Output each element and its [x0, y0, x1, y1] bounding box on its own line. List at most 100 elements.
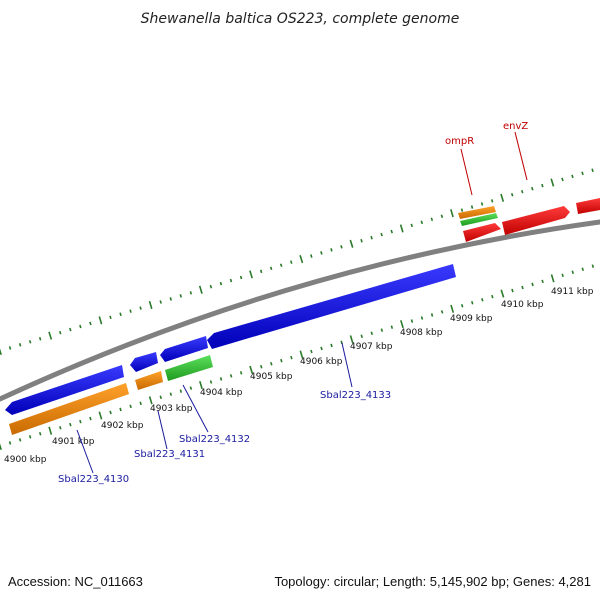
gene-arrow-Sbal223_4131-orange[interactable]	[135, 371, 163, 390]
major-tick	[450, 304, 455, 313]
minor-tick	[8, 346, 12, 350]
minor-tick	[169, 392, 173, 396]
gene-arrow-Sbal223_4133[interactable]	[207, 264, 456, 349]
gene-arrow-next[interactable]	[576, 198, 600, 214]
minor-tick	[440, 310, 444, 314]
minor-tick	[420, 220, 424, 225]
minor-tick	[79, 419, 82, 424]
minor-tick	[490, 199, 494, 203]
gene-label-ompR[interactable]: ompR	[445, 136, 474, 147]
leader-line	[76, 429, 94, 474]
minor-tick	[430, 217, 434, 222]
minor-tick	[591, 264, 595, 268]
reverse-track	[5, 264, 456, 435]
gene-arrow-Sbal223_4132-green[interactable]	[165, 355, 213, 381]
ruler-label: 4908 kbp	[400, 328, 443, 338]
minor-tick	[28, 340, 32, 344]
minor-tick	[370, 331, 373, 336]
minor-tick	[59, 330, 62, 335]
minor-tick	[420, 316, 424, 320]
minor-tick	[290, 260, 293, 264]
minor-tick	[320, 251, 323, 255]
ruler-labels: 4900 kbp 4901 kbp 4902 kbp 4903 kbp 4904…	[4, 287, 594, 465]
minor-tick	[229, 374, 233, 378]
major-tick	[349, 335, 354, 344]
ruler-label: 4900 kbp	[4, 455, 47, 465]
gene-arrow-Sbal223_4130-orange[interactable]	[9, 383, 129, 435]
gene-arrow-ompR[interactable]	[463, 223, 501, 242]
minor-tick	[370, 235, 373, 240]
minor-tick	[179, 294, 182, 298]
ruler-label: 4907 kbp	[350, 342, 393, 352]
minor-tick	[290, 355, 293, 360]
gene-arrow-envZ[interactable]	[502, 206, 570, 235]
minor-tick	[380, 232, 383, 237]
ruler-label: 4901 kbp	[52, 437, 95, 447]
major-tick	[148, 396, 153, 405]
major-tick	[349, 239, 354, 248]
gene-arrow-Sbal223_4131-blue[interactable]	[130, 352, 158, 372]
minor-tick	[410, 223, 413, 228]
minor-tick	[69, 327, 72, 332]
gene-label-Sbal223_4130[interactable]: Sbal223_4130	[58, 474, 129, 485]
minor-tick	[531, 186, 534, 191]
minor-tick	[109, 315, 112, 320]
minor-tick	[8, 441, 12, 445]
minor-tick	[470, 205, 474, 209]
minor-tick	[18, 438, 22, 442]
minor-tick	[269, 266, 273, 271]
minor-tick	[591, 168, 594, 173]
minor-tick	[280, 358, 283, 363]
gene-label-Sbal223_4132[interactable]: Sbal223_4132	[179, 434, 250, 445]
gene-arrow-ompR-green[interactable]	[460, 213, 498, 226]
minor-tick	[259, 269, 263, 274]
minor-tick	[229, 278, 233, 283]
major-tick	[249, 365, 254, 374]
minor-tick	[410, 319, 414, 323]
lower-tick-track	[0, 264, 595, 451]
accession-text: Accession: NC_011663	[8, 574, 143, 589]
minor-tick	[219, 281, 223, 286]
minor-tick	[330, 248, 333, 252]
minor-tick	[360, 334, 363, 339]
major-tick	[550, 178, 555, 187]
minor-tick	[209, 380, 213, 384]
leader-line	[460, 148, 473, 196]
ruler-label: 4904 kbp	[200, 388, 243, 398]
gene-arrow-Sbal223_4132-blue[interactable]	[160, 336, 208, 362]
minor-tick	[561, 177, 564, 182]
minor-tick	[79, 324, 82, 329]
ruler-label: 4909 kbp	[450, 314, 493, 324]
minor-tick	[460, 208, 464, 212]
minor-tick	[480, 202, 484, 206]
minor-tick	[510, 192, 514, 197]
minor-tick	[18, 343, 22, 347]
genome-title: Shewanella baltica OS223, complete genom…	[141, 11, 460, 27]
minor-tick	[380, 328, 384, 332]
ruler-label: 4910 kbp	[501, 300, 544, 310]
gene-label-Sbal223_4133[interactable]: Sbal223_4133	[320, 390, 391, 401]
minor-tick	[571, 270, 574, 275]
major-tick	[198, 285, 203, 294]
major-tick	[399, 224, 404, 233]
major-tick	[199, 380, 203, 390]
gene-label-Sbal223_4131[interactable]: Sbal223_4131	[134, 449, 205, 460]
gene-label-envZ[interactable]: envZ	[503, 121, 528, 132]
major-tick	[98, 316, 103, 325]
major-tick	[148, 300, 153, 310]
gene-arrow-ompR-orange[interactable]	[458, 206, 496, 219]
minor-tick	[561, 273, 564, 278]
minor-tick	[531, 282, 534, 287]
minor-tick	[390, 325, 394, 329]
minor-tick	[189, 386, 193, 390]
major-tick	[98, 411, 103, 420]
minor-tick	[430, 313, 434, 317]
leader-line	[341, 342, 353, 388]
minor-tick	[38, 336, 42, 341]
minor-tick	[179, 389, 183, 393]
gene-arrow-Sbal223_4130-blue[interactable]	[5, 365, 124, 415]
minor-tick	[129, 404, 132, 409]
minor-tick	[310, 254, 313, 258]
minor-tick	[320, 346, 323, 351]
